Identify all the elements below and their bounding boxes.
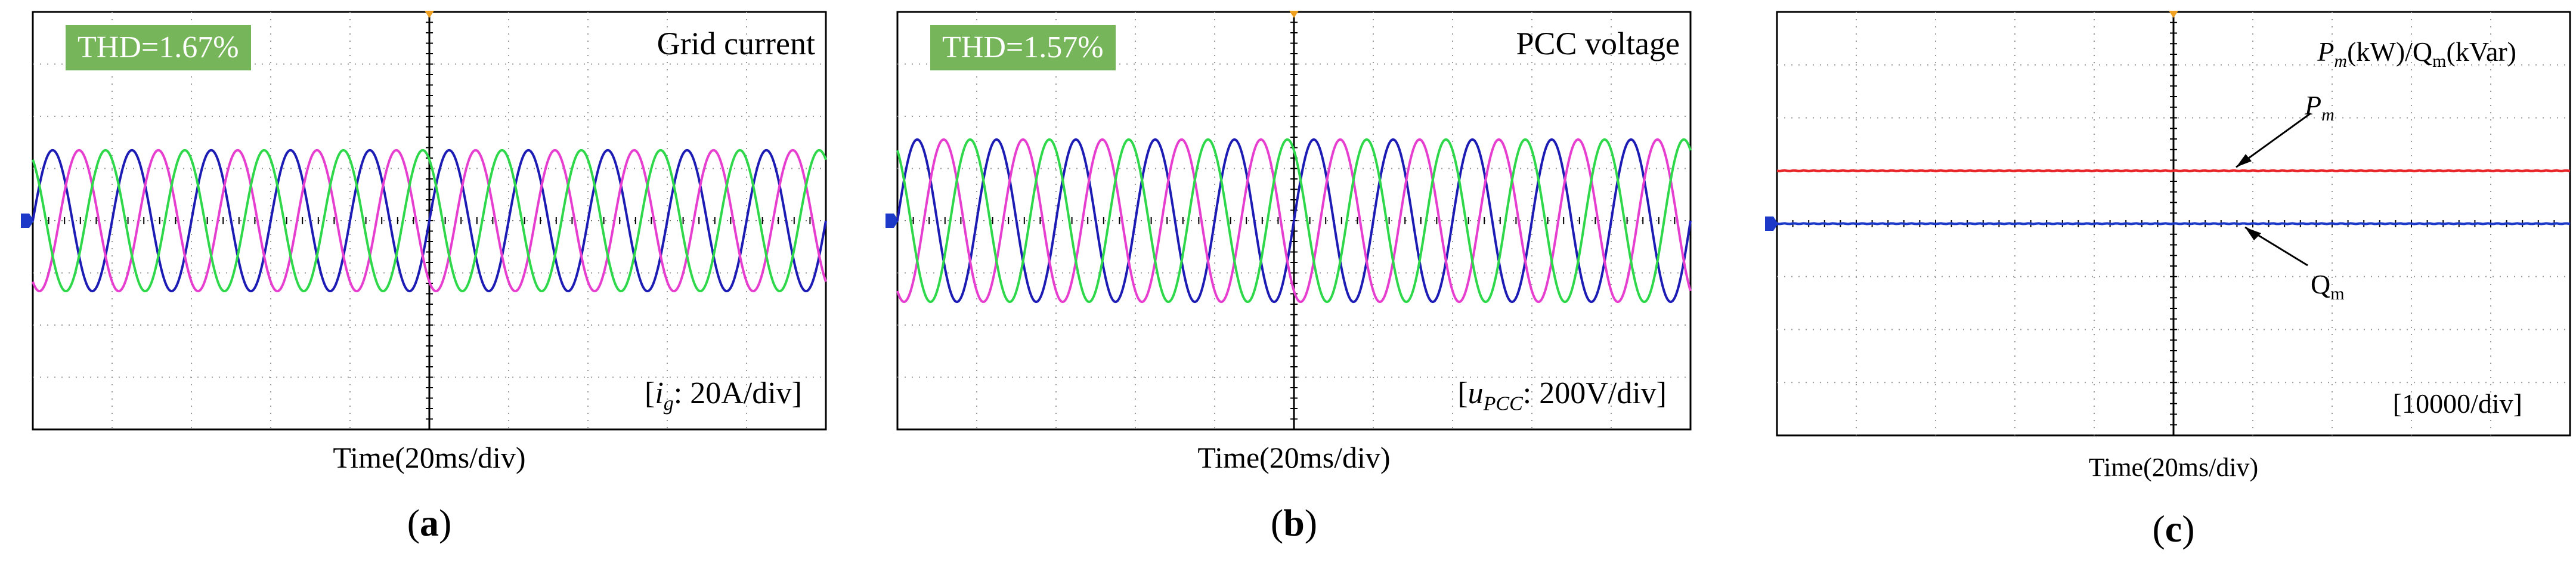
- channel-ground-marker: [886, 214, 899, 228]
- pm-series-label: Pm: [2305, 90, 2334, 125]
- panel-a: THD=1.67% Grid current [ig: 20A/div] Tim…: [21, 11, 827, 569]
- x-axis-label-a: Time(20ms/div): [333, 441, 526, 474]
- x-axis-label-c: Time(20ms/div): [2088, 453, 2259, 482]
- annotation-arrows: [2236, 112, 2311, 267]
- trigger-marker: [2169, 11, 2178, 18]
- panel-c-title: Pm(kW)/Qm(kVar): [2317, 36, 2516, 72]
- caption-c: (c): [2152, 508, 2195, 550]
- trigger-marker: [425, 11, 434, 18]
- thd-badge-b: THD=1.57%: [930, 25, 1116, 70]
- scale-label-b: [uPCC: 200V/div]: [1457, 376, 1667, 415]
- panel-a-title: Grid current: [657, 26, 815, 61]
- trigger-marker: [1289, 11, 1299, 18]
- series-line-phase-c: [32, 149, 827, 293]
- caption-b: (b): [1270, 502, 1318, 544]
- caption-a: (a): [407, 502, 452, 544]
- channel-ground-marker: [21, 214, 34, 228]
- series-line-phase-a: [32, 149, 827, 293]
- series-line-phase-a: [896, 138, 1692, 304]
- scale-label-c: [10000/div]: [2392, 388, 2522, 419]
- x-axis-label-b: Time(20ms/div): [1197, 441, 1391, 474]
- scale-label-a: [ig: 20A/div]: [645, 376, 802, 415]
- series-line-phase-b: [32, 149, 827, 293]
- panel-c: Pm(kW)/Qm(kVar) Pm Qm [10000/div] Time(2…: [1765, 11, 2571, 569]
- scope-b-plot: [886, 11, 1692, 431]
- panel-b: THD=1.57% PCC voltage [uPCC: 200V/div] T…: [886, 11, 1692, 569]
- channel-ground-marker: [1765, 217, 1778, 231]
- thd-badge-a: THD=1.67%: [66, 25, 251, 70]
- qm-series-label: Qm: [2311, 269, 2345, 304]
- series-line-Qm: [1776, 222, 2571, 225]
- scope-a-plot: [21, 11, 827, 431]
- series-line-phase-c: [896, 138, 1692, 304]
- scope-c-plot: [1765, 11, 2571, 437]
- panel-b-title: PCC voltage: [1516, 26, 1680, 61]
- series-line-phase-b: [896, 138, 1692, 304]
